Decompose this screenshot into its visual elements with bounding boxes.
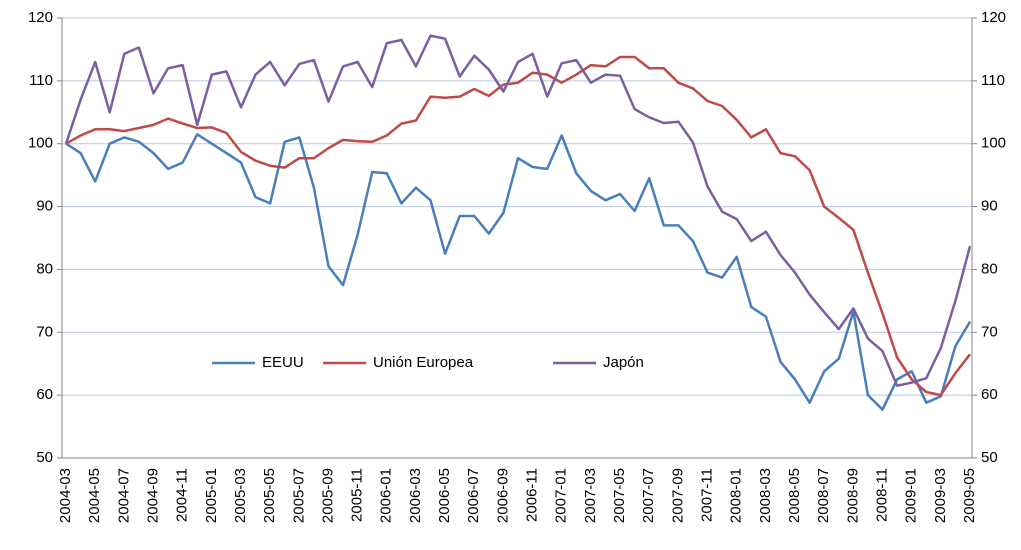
x-tick-label: 2008-09 (844, 468, 861, 523)
x-tick-label: 2007-01 (553, 468, 570, 523)
x-tick-label: 2008-07 (815, 468, 832, 523)
y2-tick-label: 70 (981, 323, 998, 340)
y-tick-label: 100 (28, 135, 53, 152)
y2-tick-label: 110 (981, 72, 1005, 89)
x-tick-label: 2009-03 (932, 468, 949, 523)
x-tick-label: 2009-01 (903, 468, 920, 523)
x-tick-label: 2004-05 (86, 468, 103, 523)
x-tick-label: 2007-11 (699, 468, 716, 522)
x-tick-label: 2007-07 (640, 468, 657, 523)
x-tick-label: 2006-05 (436, 468, 453, 523)
x-tick-label: 2007-05 (611, 468, 628, 523)
x-tick-label: 2007-03 (582, 468, 599, 523)
x-tick-label: 2005-09 (319, 468, 336, 523)
x-tick-label: 2005-11 (349, 468, 366, 522)
legend-label: Unión Europea (373, 354, 474, 371)
x-tick-label: 2008-05 (786, 468, 803, 523)
x-tick-label: 2005-05 (261, 468, 278, 523)
y-tick-label: 50 (36, 449, 53, 466)
series-line (65, 55, 971, 397)
series-line (64, 34, 972, 387)
x-tick-label: 2004-03 (57, 468, 74, 523)
x-tick-label: 2006-01 (378, 468, 395, 523)
x-tick-label: 2009-05 (961, 468, 978, 523)
y-tick-label: 70 (36, 323, 53, 340)
y2-tick-label: 50 (981, 449, 998, 466)
x-tick-label: 2008-11 (873, 468, 890, 522)
x-tick-label: 2007-09 (669, 468, 686, 523)
x-tick-label: 2006-09 (494, 468, 511, 523)
x-tick-label: 2005-07 (290, 468, 307, 523)
x-tick-label: 2004-07 (115, 468, 132, 523)
x-tick-label: 2008-01 (728, 468, 745, 523)
y2-tick-label: 100 (981, 135, 1006, 152)
x-tick-label: 2006-03 (407, 468, 424, 523)
legend-label: Japón (603, 354, 644, 371)
series-line (65, 133, 972, 411)
y2-tick-label: 60 (981, 386, 998, 403)
y2-tick-label: 90 (981, 198, 998, 215)
x-tick-label: 2008-03 (757, 468, 774, 523)
y-tick-label: 60 (36, 386, 53, 403)
x-tick-label: 2005-03 (232, 468, 249, 523)
x-tick-label: 2005-01 (203, 468, 220, 523)
y2-tick-label: 120 (981, 9, 1006, 26)
x-tick-label: 2004-09 (144, 468, 161, 523)
y-tick-label: 80 (36, 260, 53, 277)
y2-tick-label: 80 (981, 260, 998, 277)
legend-label: EEUU (262, 354, 304, 371)
x-tick-label: 2006-07 (465, 468, 482, 523)
y-tick-label: 110 (29, 72, 53, 89)
y-tick-label: 90 (36, 198, 53, 215)
x-tick-label: 2006-11 (524, 468, 541, 522)
y-tick-label: 120 (28, 9, 53, 26)
x-tick-label: 2004-11 (174, 468, 191, 522)
